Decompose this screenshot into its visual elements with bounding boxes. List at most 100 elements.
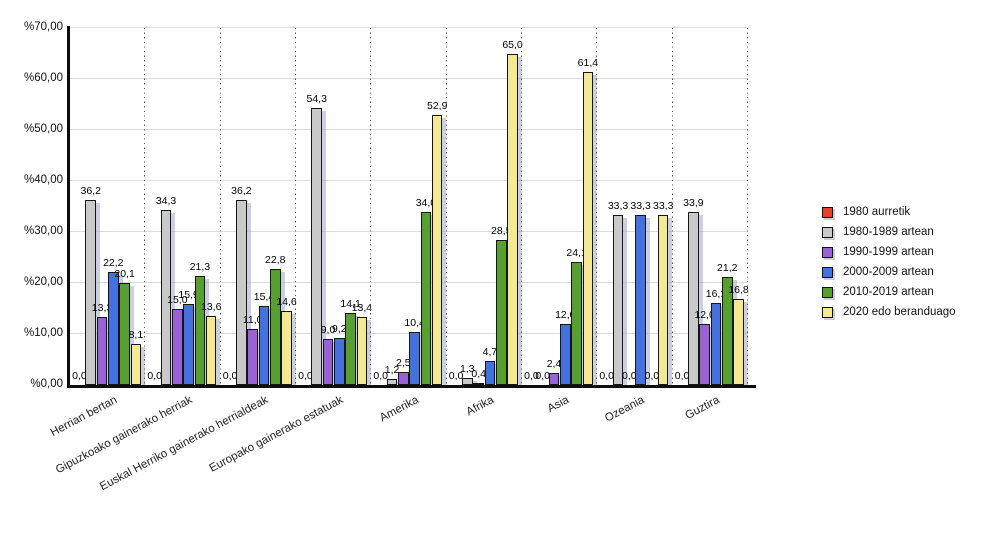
bar-slot: 34,0 xyxy=(416,28,436,385)
bar-2020 xyxy=(281,310,292,385)
bar-value-label: 0,0 xyxy=(373,370,389,382)
bar-slot: 33,9 xyxy=(683,28,704,385)
bar-slot: 11,0 xyxy=(243,28,262,385)
category-separator xyxy=(596,28,598,385)
bar-slot: 22,2 xyxy=(103,28,124,385)
bar-value-label: 24,1 xyxy=(566,247,587,260)
bar-2000-2009 xyxy=(635,215,646,385)
legend-item: 2010-2019 artean xyxy=(822,282,956,302)
bar-2000-2009 xyxy=(409,331,420,385)
bar-2020 xyxy=(205,315,217,385)
bar-value-label: 0,0 xyxy=(222,370,238,382)
bar-slot: 52,9 xyxy=(427,28,447,385)
bar-slot: 20,1 xyxy=(114,28,135,385)
legend-swatch-icon xyxy=(822,206,833,218)
bar-value-label: 0,0 xyxy=(644,370,660,382)
bar-value-label: 61,4 xyxy=(577,56,599,69)
bar-2010-2019 xyxy=(722,276,733,385)
bar-value-label: 0,4 xyxy=(471,367,486,380)
bar-value-label: 33,9 xyxy=(683,197,704,210)
bar-group-4: 0,0 54,3 9,0 9,2 14,1 13,4 xyxy=(296,28,373,385)
bar-slot: 21,3 xyxy=(190,28,210,385)
bar-slot: 2,5 xyxy=(396,28,411,385)
bar-value-label: 12,0 xyxy=(555,308,576,321)
bar-slot: 33,3 xyxy=(630,28,651,385)
bar-2020 xyxy=(356,316,368,385)
bar-slot: 24,1 xyxy=(566,28,587,385)
bar-1980-1989 xyxy=(688,212,699,385)
bar-1990-1999 xyxy=(699,323,710,385)
bar-2020 xyxy=(582,71,594,385)
bar-slot: 16,1 xyxy=(706,28,726,385)
bar-1980-1989 xyxy=(236,200,247,385)
bar-value-label: 1,2 xyxy=(384,363,400,376)
category-separator xyxy=(144,28,146,385)
category-separator xyxy=(295,28,296,385)
category-separator xyxy=(370,28,372,385)
bar-1990-1999 xyxy=(398,372,409,385)
bar-2020 xyxy=(130,343,142,385)
bar-value-label: 13,3 xyxy=(91,302,113,315)
bar-2020 xyxy=(431,115,443,385)
bar-value-label: 22,8 xyxy=(265,253,286,266)
bar-value-label: 9,0 xyxy=(320,324,336,337)
bar-slot: 13,6 xyxy=(201,28,221,385)
bar-value-label: 33,3 xyxy=(630,200,651,213)
bar-slot: 0,0 xyxy=(622,28,637,385)
bar-group-1: 0,0 36,2 13,3 22,2 20,1 8,1 xyxy=(70,28,145,385)
bar-value-label: 0,0 xyxy=(72,370,87,382)
category-separator xyxy=(747,28,748,385)
gridline-70 xyxy=(70,27,748,28)
bar-value-label: 33,3 xyxy=(653,200,674,213)
x-axis-line xyxy=(67,385,756,388)
bar-slot: 16,8 xyxy=(728,28,749,385)
bar-slot: 0,0 xyxy=(222,28,238,385)
legend-item-label: 2020 edo beranduago xyxy=(843,306,956,318)
category-separator xyxy=(521,28,522,385)
y-tick-label: %70,00 xyxy=(23,21,63,33)
bar-value-label: 21,3 xyxy=(189,261,211,274)
bar-group-9: 0,0 33,9 12,0 16,1 21,2 16,8 xyxy=(673,28,749,385)
bar-slot: 1,3 xyxy=(460,28,475,385)
bar-1980-1989 xyxy=(612,215,624,385)
bar-slot: 0,0 xyxy=(147,28,162,385)
legend-item-label: 2000-2009 artean xyxy=(843,266,934,278)
x-category-label: Gipuzkoako gainerako herriak xyxy=(54,394,195,477)
bar-value-label: 13,4 xyxy=(351,301,373,314)
y-tick-label: %10,00 xyxy=(23,327,63,339)
y-axis-line xyxy=(67,26,70,388)
bar-2020 xyxy=(657,215,669,385)
legend-item-label: 1980 aurretik xyxy=(843,206,911,218)
bar-2020 xyxy=(507,53,518,385)
bar-slot: 2,4 xyxy=(547,28,561,385)
bar-value-label: 22,2 xyxy=(103,256,124,269)
legend-swatch-icon xyxy=(822,306,833,318)
category-separator xyxy=(219,28,221,385)
bar-2010-2019 xyxy=(194,276,206,385)
legend-swatch-icon xyxy=(822,266,833,278)
bar-group-3: 0,0 36,2 11,0 15,4 22,8 14,6 xyxy=(221,28,297,385)
bar-value-label: 10,4 xyxy=(404,316,425,329)
bar-2000-2009 xyxy=(108,271,119,385)
bar-slot: 36,2 xyxy=(231,28,252,385)
bar-group-7: 0,0 0,0 2,4 12,0 24,1 61,4 xyxy=(522,28,599,385)
legend-swatch-icon xyxy=(822,226,833,238)
bar-2000-2009 xyxy=(710,302,722,385)
bar-slot: 1,2 xyxy=(384,28,400,385)
bar-value-label: 16,1 xyxy=(705,287,727,300)
bar-slot: 15,0 xyxy=(167,28,188,385)
bar-value-label: 0,0 xyxy=(524,370,539,382)
legend-item: 1980 aurretik xyxy=(822,202,956,222)
plot-area: 0,0 36,2 13,3 22,2 20,1 8,1 0,0 34,3 15,0 15,9 21,… xyxy=(70,27,749,385)
x-category-label: Asia xyxy=(545,394,572,416)
y-tick-label: %20,00 xyxy=(23,276,63,288)
bar-slot: 10,4 xyxy=(404,28,425,385)
bar-2000-2009 xyxy=(334,338,345,385)
bar-slot: 33,3 xyxy=(653,28,673,385)
bar-slot: 0,4 xyxy=(471,28,486,385)
bar-1980-1989 xyxy=(462,378,473,385)
bar-value-label: 0,0 xyxy=(599,370,615,382)
bar-value-label: 13,6 xyxy=(201,300,222,313)
legend-item-label: 2010-2019 artean xyxy=(843,286,934,298)
